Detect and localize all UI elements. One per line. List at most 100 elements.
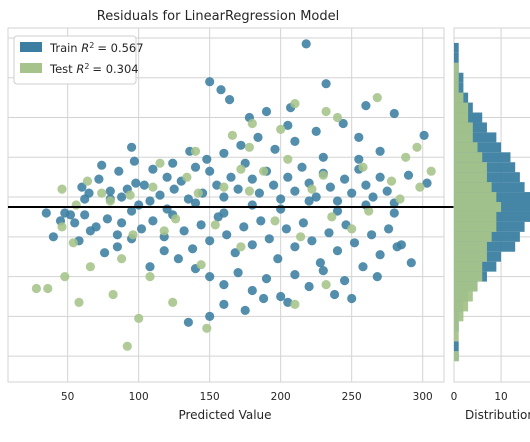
train-point-39 bbox=[297, 162, 307, 172]
test-point-18 bbox=[82, 176, 93, 186]
x-tick-label-2: 150 bbox=[200, 391, 220, 403]
train-point-142 bbox=[80, 194, 90, 204]
main-x-ticks: 50 100 150 200 250 300 bbox=[61, 391, 433, 403]
train-point-29 bbox=[226, 172, 236, 182]
train-point-121 bbox=[85, 226, 95, 236]
test-hist-bar-15 bbox=[454, 221, 497, 232]
legend: Train R2 = 0.567 Test R2 = 0.304 bbox=[13, 35, 144, 85]
test-hist-bar-13 bbox=[454, 241, 487, 252]
test-point-46 bbox=[236, 242, 246, 252]
train-point-148 bbox=[276, 204, 286, 214]
train-point-112 bbox=[372, 272, 382, 282]
train-point-84 bbox=[349, 238, 360, 248]
train-point-67 bbox=[205, 236, 215, 246]
train-point-35 bbox=[269, 180, 279, 190]
test-point-8 bbox=[236, 164, 246, 174]
train-point-17 bbox=[139, 180, 149, 190]
train-point-91 bbox=[205, 272, 215, 282]
test-hist-bar-17 bbox=[454, 202, 502, 212]
dist-x-tick-label-0: 0 bbox=[451, 391, 458, 403]
train-point-36 bbox=[276, 194, 286, 204]
test-point-6 bbox=[190, 146, 201, 156]
train-point-3 bbox=[225, 95, 235, 105]
test-point-26 bbox=[270, 216, 280, 226]
train-point-120 bbox=[100, 248, 110, 258]
train-point-153 bbox=[318, 152, 328, 162]
train-point-69 bbox=[222, 230, 232, 240]
train-point-49 bbox=[368, 192, 378, 202]
test-hist-bar-29 bbox=[454, 82, 459, 93]
train-point-19 bbox=[155, 190, 165, 200]
test-point-0 bbox=[372, 93, 382, 103]
test-point-1 bbox=[332, 112, 343, 123]
train-point-23 bbox=[183, 194, 193, 204]
train-point-59 bbox=[127, 206, 137, 216]
test-point-42 bbox=[145, 272, 155, 282]
train-point-54 bbox=[70, 218, 80, 228]
test-hist-bar-25 bbox=[454, 122, 473, 133]
train-point-41 bbox=[311, 192, 321, 202]
distribution-label: Distribution bbox=[465, 408, 530, 422]
test-point-52 bbox=[259, 166, 269, 176]
train-point-50 bbox=[375, 172, 385, 182]
test-point-16 bbox=[364, 206, 374, 216]
train-point-102 bbox=[240, 305, 250, 315]
x-tick-label-0: 50 bbox=[61, 391, 74, 403]
test-hist-bar-10 bbox=[454, 271, 483, 282]
test-point-32 bbox=[60, 272, 70, 282]
train-point-124 bbox=[422, 178, 432, 188]
test-hist-bar-28 bbox=[454, 92, 464, 103]
legend-item-train: Train R2 = 0.567 bbox=[20, 41, 144, 55]
train-point-159 bbox=[117, 218, 127, 228]
test-hist-bar-24 bbox=[454, 132, 473, 143]
train-point-132 bbox=[253, 132, 263, 142]
train-point-80 bbox=[315, 258, 325, 268]
test-point-41 bbox=[321, 280, 331, 290]
train-point-129 bbox=[311, 126, 321, 136]
test-point-19 bbox=[105, 196, 115, 206]
train-point-38 bbox=[290, 186, 300, 196]
test-point-34 bbox=[43, 283, 53, 294]
dist-x-tick-label-1: 10 bbox=[494, 391, 507, 403]
test-point-17 bbox=[57, 184, 67, 194]
train-point-72 bbox=[247, 240, 257, 250]
train-point-92 bbox=[219, 280, 229, 290]
train-point-117 bbox=[145, 262, 155, 272]
train-point-105 bbox=[183, 317, 193, 327]
train-point-76 bbox=[281, 224, 291, 234]
test-point-58 bbox=[290, 99, 300, 109]
test-hist-bar-12 bbox=[454, 251, 487, 262]
train-point-111 bbox=[406, 258, 416, 268]
train-point-110 bbox=[396, 240, 406, 250]
test-point-25 bbox=[210, 220, 220, 230]
train-point-149 bbox=[304, 196, 314, 206]
legend-swatch-train bbox=[20, 42, 42, 52]
test-hist-bar-14 bbox=[454, 231, 492, 242]
test-point-14 bbox=[426, 166, 436, 176]
test-hist-bar-31 bbox=[454, 62, 459, 73]
train-point-24 bbox=[190, 162, 201, 172]
test-hist-bar-5 bbox=[454, 321, 459, 332]
legend-item-test: Test R2 = 0.304 bbox=[20, 62, 139, 76]
test-point-38 bbox=[168, 297, 178, 307]
train-point-145 bbox=[190, 198, 201, 208]
distribution-x-ticks: 0 10 bbox=[451, 391, 508, 403]
test-point-31 bbox=[108, 289, 118, 300]
train-point-144 bbox=[162, 204, 172, 214]
train-point-37 bbox=[283, 172, 293, 182]
train-point-21 bbox=[169, 184, 179, 194]
train-point-70 bbox=[230, 248, 240, 258]
train-point-156 bbox=[354, 154, 364, 164]
train-point-103 bbox=[283, 297, 293, 307]
x-tick-label-3: 200 bbox=[271, 391, 291, 403]
test-point-57 bbox=[71, 200, 81, 210]
test-point-47 bbox=[296, 232, 306, 242]
train-point-8 bbox=[389, 108, 399, 119]
train-point-115 bbox=[173, 254, 183, 264]
train-point-143 bbox=[134, 200, 144, 210]
test-hist-bar-2 bbox=[454, 351, 459, 362]
test-hist-bar-30 bbox=[454, 72, 459, 83]
test-hist-bar-27 bbox=[454, 102, 469, 113]
test-hist-bar-19 bbox=[454, 182, 492, 193]
train-point-9 bbox=[419, 130, 429, 140]
